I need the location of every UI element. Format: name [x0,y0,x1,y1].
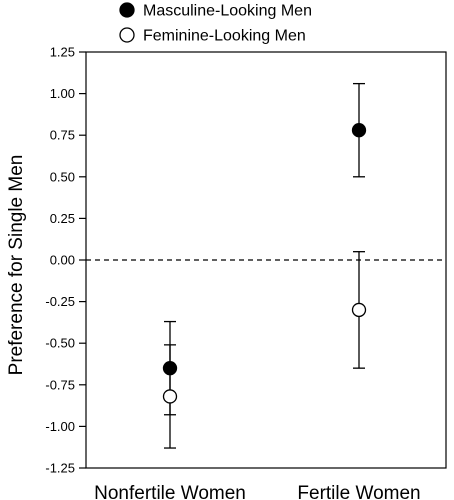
data-point [351,302,367,318]
y-tick-label: 0.00 [50,253,75,268]
legend-label: Feminine-Looking Men [143,28,306,45]
data-points [162,123,367,404]
y-tick-label: 1.00 [50,86,75,101]
legend-marker [119,2,135,18]
y-tick-label: -0.75 [45,377,75,392]
y-tick-label: 1.25 [50,45,75,60]
legend-marker [119,27,135,43]
y-axis-ticks: 1.25 1.00 0.75 0.50 0.25 0.00 -0.25 -0.50 -0.75 -… [45,45,86,476]
y-tick-label: 0.50 [50,169,75,184]
x-category-label: Fertile Women [297,483,420,500]
y-tick-label: 0.75 [50,128,75,143]
y-tick-label: -1.25 [45,461,75,476]
y-axis-title: Preference for Single Men [6,155,27,376]
y-tick-label: -1.00 [45,419,75,434]
y-tick-label: -0.50 [45,336,75,351]
data-point [162,361,178,376]
legend-label: Masculine-Looking Men [143,3,312,20]
y-tick-label: 0.25 [50,211,75,226]
data-point [351,123,367,138]
y-tick-label: -0.25 [45,294,75,309]
x-category-label: Nonfertile Women [94,483,246,500]
x-axis-labels: Nonfertile Women Fertile Women [94,483,420,500]
data-point [162,389,178,404]
legend: Masculine-Looking Men Feminine-Looking Me… [119,2,312,45]
error-bars [164,82,365,449]
